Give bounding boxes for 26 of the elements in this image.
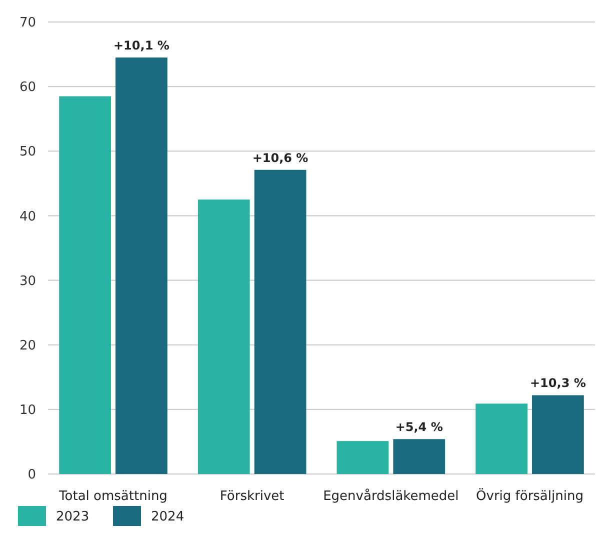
bar	[532, 395, 584, 474]
y-tick-label: 50	[19, 144, 36, 160]
annotation: +10,6 %	[252, 150, 308, 165]
x-tick-label: Förskrivet	[220, 489, 284, 504]
bar	[336, 441, 389, 474]
bar	[116, 58, 168, 474]
legend-label: 2023	[56, 510, 90, 525]
bar	[254, 170, 306, 474]
annotation: +10,3 %	[530, 376, 586, 390]
y-tick-label: 70	[19, 16, 36, 31]
y-tick-label: 40	[19, 209, 36, 224]
x-tick-label: Egenvårdsläkemedel	[323, 488, 459, 504]
y-tick-label: 10	[19, 402, 36, 418]
legend-label: 2024	[151, 510, 184, 525]
bar	[198, 200, 250, 474]
bar	[59, 96, 111, 474]
x-tick-label: Övrig försäljning	[476, 488, 584, 504]
y-tick-label: 0	[28, 468, 36, 483]
y-tick-label: 30	[19, 274, 36, 289]
annotation: +5,4 %	[395, 420, 443, 434]
annotation: +10,1 %	[114, 38, 170, 53]
bar	[393, 439, 446, 474]
y-tick-label: 60	[19, 80, 36, 96]
y-tick-label: 20	[19, 338, 36, 354]
x-tick-label: Total omsättning	[58, 489, 168, 504]
bar	[476, 404, 528, 474]
